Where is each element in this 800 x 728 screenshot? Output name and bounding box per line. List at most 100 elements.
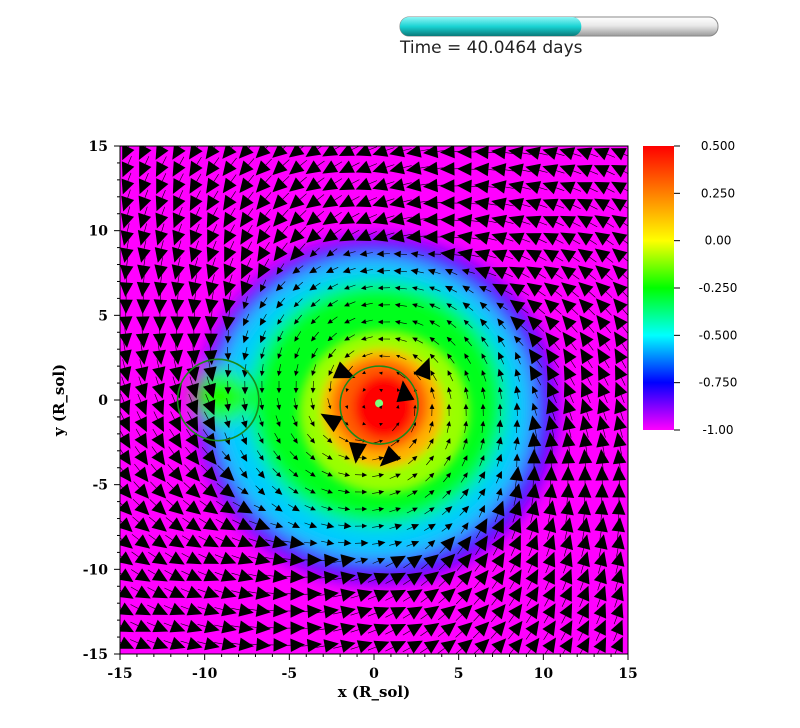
velocity-arrow	[276, 404, 281, 411]
velocity-arrow	[508, 250, 525, 263]
velocity-arrow	[120, 534, 133, 549]
velocity-tail	[299, 226, 307, 234]
velocity-tail	[543, 615, 549, 624]
velocity-tail	[372, 509, 380, 511]
velocity-arrow	[339, 228, 355, 242]
velocity-arrow	[259, 388, 265, 394]
velocity-arrow	[412, 490, 418, 495]
velocity-arrow	[372, 146, 389, 157]
velocity-arrow	[289, 160, 305, 175]
velocity-arrow	[327, 302, 333, 307]
velocity-arrow	[389, 161, 405, 175]
velocity-arrow	[277, 370, 282, 377]
velocity-arrow	[525, 181, 542, 194]
velocity-tail	[432, 374, 437, 381]
velocity-arrow	[189, 146, 203, 160]
velocity-tail	[555, 204, 565, 209]
velocity-tail	[172, 376, 176, 385]
velocity-arrow	[138, 146, 152, 160]
velocity-tail	[186, 429, 192, 437]
velocity-tail	[621, 343, 628, 351]
velocity-arrow	[497, 368, 504, 377]
velocity-arrow	[544, 449, 558, 464]
velocity-arrow	[327, 489, 333, 494]
velocity-arrow	[309, 521, 318, 529]
velocity-arrow	[462, 285, 471, 293]
velocity-tail	[158, 324, 160, 334]
velocity-tail	[214, 589, 223, 593]
velocity-arrow	[525, 551, 538, 568]
velocity-tail	[180, 623, 189, 627]
velocity-tail	[455, 614, 463, 621]
velocity-tail	[536, 360, 543, 368]
velocity-arrow	[491, 146, 507, 160]
velocity-arrow	[481, 370, 486, 376]
velocity-arrow	[444, 506, 453, 514]
velocity-arrow	[376, 267, 384, 275]
velocity-arrow	[322, 177, 339, 191]
velocity-arrow	[578, 265, 594, 280]
velocity-arrow	[457, 553, 472, 569]
y-tick-label: -5	[92, 478, 108, 494]
velocity-arrow	[513, 419, 521, 427]
velocity-tail	[606, 188, 615, 193]
velocity-arrow	[120, 619, 134, 633]
velocity-tail	[586, 394, 591, 404]
large-velocity-arrow	[396, 380, 415, 403]
velocity-tail	[316, 594, 325, 597]
velocity-tail	[229, 257, 234, 267]
time-label: Time = 40.0464 days	[400, 38, 583, 58]
velocity-tail	[247, 191, 254, 199]
velocity-arrow	[340, 554, 356, 568]
colorbar-tick-label: -0.750	[699, 376, 738, 390]
velocity-tail	[457, 547, 463, 555]
velocity-arrow	[151, 551, 168, 565]
velocity-arrow	[611, 517, 625, 533]
velocity-tail	[399, 356, 407, 360]
velocity-arrow	[429, 490, 435, 496]
velocity-arrow	[361, 455, 368, 461]
velocity-arrow	[169, 602, 186, 616]
velocity-arrow	[239, 194, 254, 211]
velocity-arrow	[323, 605, 339, 619]
velocity-arrow	[543, 483, 557, 499]
velocity-tail	[399, 322, 407, 325]
velocity-tail	[437, 631, 445, 637]
heatmap-plot	[120, 146, 628, 654]
velocity-tail	[120, 484, 123, 489]
velocity-tail	[614, 599, 618, 608]
velocity-tail	[477, 494, 482, 500]
velocity-arrow	[463, 455, 468, 461]
velocity-arrow	[170, 316, 184, 331]
velocity-arrow	[545, 432, 559, 448]
velocity-arrow	[185, 399, 199, 416]
velocity-arrow	[444, 523, 453, 531]
velocity-tail	[562, 581, 567, 591]
velocity-arrow	[514, 351, 522, 360]
velocity-tail	[299, 628, 308, 630]
velocity-arrow	[463, 403, 469, 409]
velocity-tail	[279, 364, 281, 372]
velocity-arrow	[344, 352, 350, 358]
velocity-tail	[337, 541, 345, 544]
velocity-tail	[536, 377, 542, 386]
velocity-tail	[131, 551, 139, 558]
velocity-tail	[271, 503, 277, 508]
velocity-arrow	[525, 233, 542, 246]
velocity-tail	[296, 347, 300, 355]
velocity-tail	[597, 582, 601, 591]
velocity-arrow	[326, 539, 335, 546]
velocity-arrow	[239, 160, 254, 176]
velocity-arrow	[525, 534, 539, 551]
velocity-tail	[488, 186, 497, 188]
velocity-arrow	[498, 386, 503, 393]
velocity-arrow	[457, 162, 472, 176]
velocity-tail	[526, 615, 532, 623]
velocity-arrow	[542, 551, 556, 568]
velocity-tail	[351, 196, 360, 201]
velocity-tail	[531, 497, 534, 506]
velocity-tail	[426, 459, 432, 466]
velocity-arrow	[496, 487, 503, 496]
velocity-tail	[247, 224, 253, 233]
